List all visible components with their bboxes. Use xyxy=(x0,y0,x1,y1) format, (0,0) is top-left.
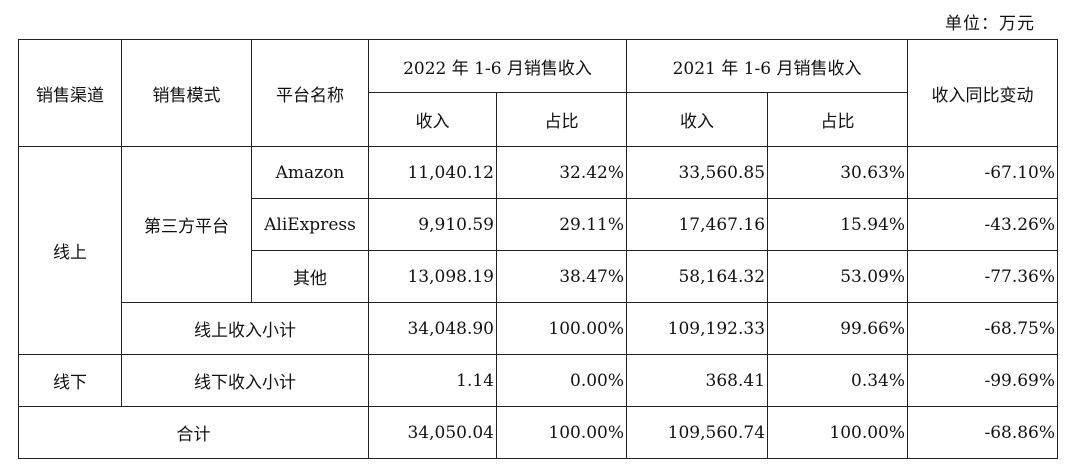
revenue-2021: 109,560.74 xyxy=(626,406,769,459)
share-2022: 38.47% xyxy=(495,250,628,303)
online-subtotal-label: 线上收入小计 xyxy=(121,302,369,355)
share-2022: 29.11% xyxy=(495,198,628,251)
share-2022: 32.42% xyxy=(495,146,628,199)
header-revenue-2021: 收入 xyxy=(626,92,769,147)
revenue-2022: 9,910.59 xyxy=(368,198,497,251)
channel-offline: 线下 xyxy=(18,354,122,407)
header-period-2021: 2021 年 1-6 月销售收入 xyxy=(626,39,909,93)
revenue-2022: 1.14 xyxy=(368,354,497,407)
yoy-change: -99.69% xyxy=(907,354,1059,407)
platform-name: AliExpress xyxy=(251,198,369,251)
channel-online: 线上 xyxy=(18,146,122,355)
revenue-2021: 109,192.33 xyxy=(626,302,769,355)
mode-third-party: 第三方平台 xyxy=(121,146,252,303)
share-2022: 0.00% xyxy=(495,354,628,407)
table-row-other: 其他 13,098.19 38.47% 58,164.32 53.09% -77… xyxy=(19,250,1059,303)
revenue-2022: 34,048.90 xyxy=(368,302,497,355)
share-2021: 100.00% xyxy=(767,406,909,459)
header-revenue-2022: 收入 xyxy=(368,92,497,147)
yoy-change: -68.86% xyxy=(907,406,1059,459)
yoy-change: -67.10% xyxy=(907,146,1059,199)
share-2021: 30.63% xyxy=(767,146,909,199)
share-2021: 53.09% xyxy=(767,250,909,303)
header-share-2021: 占比 xyxy=(767,92,909,147)
table-row-online-subtotal: 线上收入小计 34,048.90 100.00% 109,192.33 99.6… xyxy=(19,302,1059,355)
platform-name: 其他 xyxy=(251,250,369,303)
share-2021: 99.66% xyxy=(767,302,909,355)
sales-revenue-table: 销售渠道 销售模式 平台名称 2022 年 1-6 月销售收入 2021 年 1… xyxy=(18,39,1059,459)
header-row-1: 销售渠道 销售模式 平台名称 2022 年 1-6 月销售收入 2021 年 1… xyxy=(18,39,1059,147)
table-row-amazon: 线上 第三方平台 Amazon 11,040.12 32.42% 33,560.… xyxy=(18,146,1059,355)
table-row-aliexpress: AliExpress 9,910.59 29.11% 17,467.16 15.… xyxy=(19,198,1059,251)
share-2021: 0.34% xyxy=(767,354,909,407)
header-yoy-change: 收入同比变动 xyxy=(907,39,1059,147)
yoy-change: -77.36% xyxy=(907,250,1059,303)
header-platform: 平台名称 xyxy=(251,39,369,147)
header-row-2: 收入 占比 收入 占比 xyxy=(19,92,1058,147)
offline-subtotal-label: 线下收入小计 xyxy=(121,354,369,407)
revenue-2021: 368.41 xyxy=(626,354,769,407)
header-period-2022: 2022 年 1-6 月销售收入 xyxy=(367,39,628,93)
header-channel: 销售渠道 xyxy=(18,39,122,147)
revenue-2021: 58,164.32 xyxy=(626,250,769,303)
revenue-2022: 34,050.04 xyxy=(368,406,497,459)
header-mode: 销售模式 xyxy=(121,39,252,147)
yoy-change: -43.26% xyxy=(907,198,1059,251)
header-share-2022: 占比 xyxy=(495,92,628,147)
revenue-2022: 11,040.12 xyxy=(368,146,497,199)
total-label: 合计 xyxy=(18,406,369,459)
table-row-total: 合计 34,050.04 100.00% 109,560.74 100.00% … xyxy=(18,406,1059,459)
revenue-2022: 13,098.19 xyxy=(368,250,497,303)
share-2021: 15.94% xyxy=(767,198,909,251)
revenue-2021: 17,467.16 xyxy=(626,198,769,251)
revenue-2021: 33,560.85 xyxy=(626,146,769,199)
platform-name: Amazon xyxy=(251,146,369,199)
share-2022: 100.00% xyxy=(495,302,628,355)
table-row-offline-subtotal: 线下 线下收入小计 1.14 0.00% 368.41 0.34% -99.69… xyxy=(18,354,1059,407)
unit-label: 单位：万元 xyxy=(945,14,1035,34)
yoy-change: -68.75% xyxy=(907,302,1059,355)
share-2022: 100.00% xyxy=(495,406,628,459)
